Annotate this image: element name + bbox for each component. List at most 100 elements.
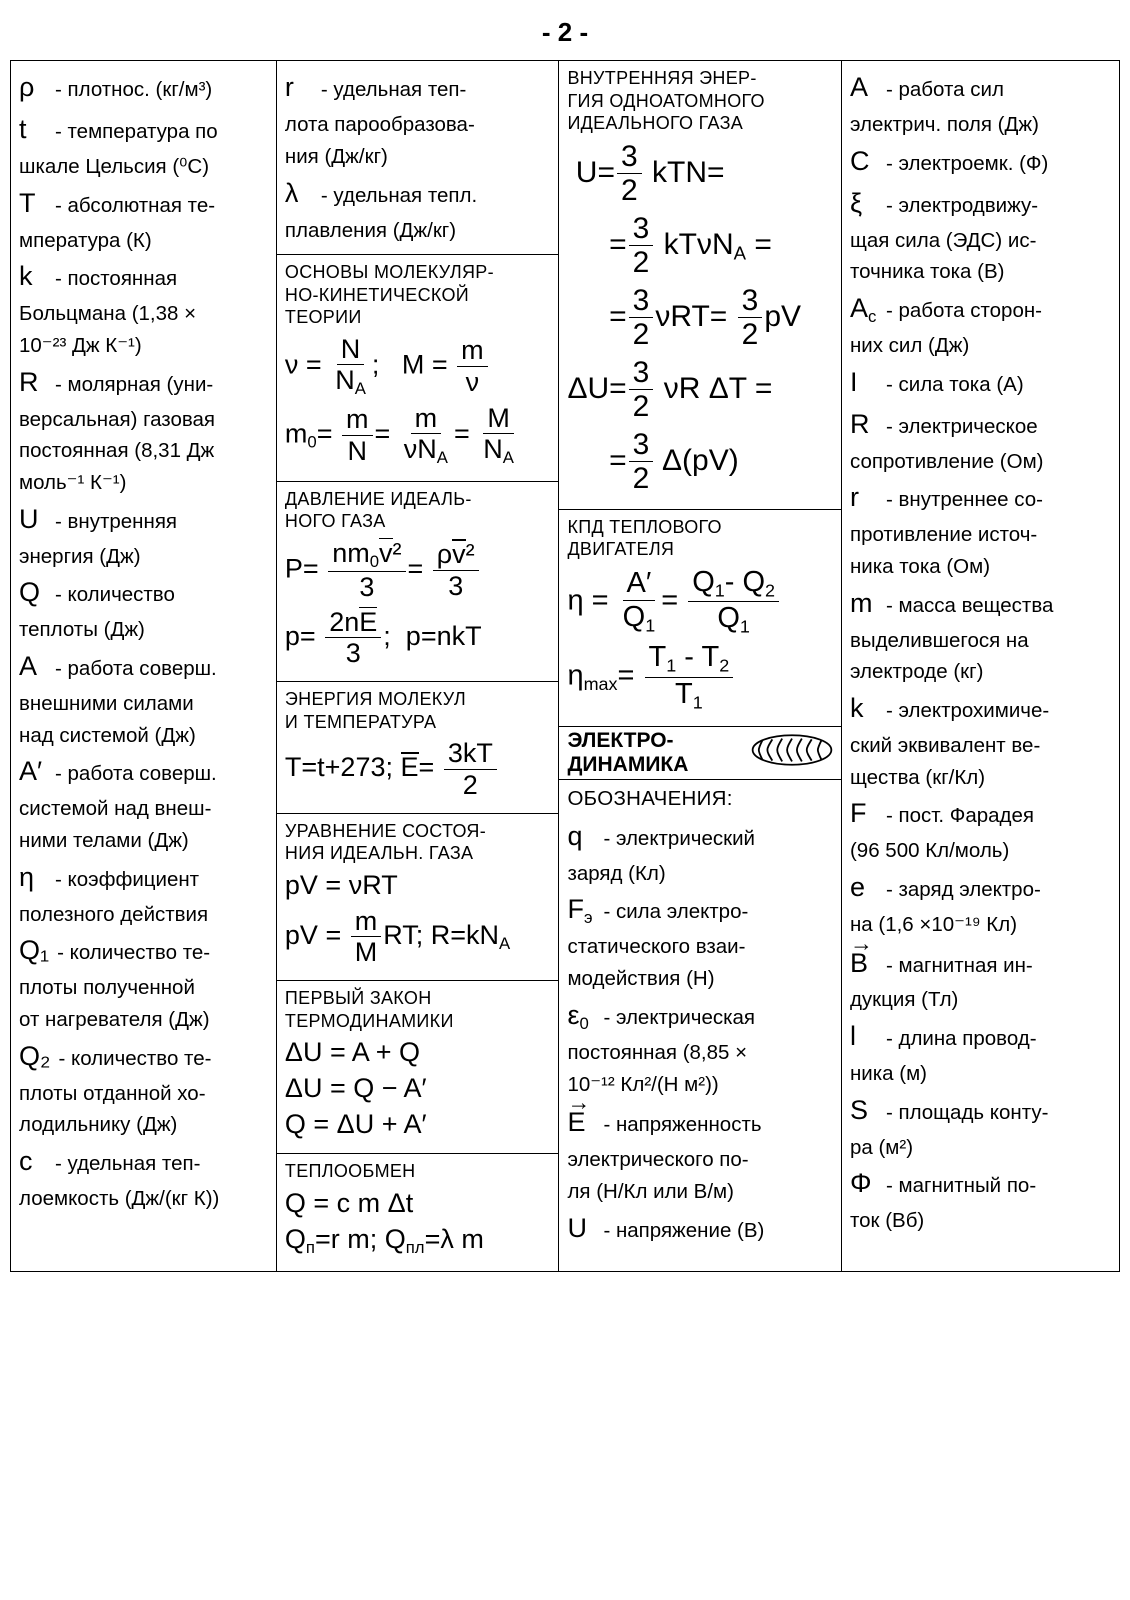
sym-c: c: [19, 1141, 47, 1183]
cont: дукция (Тл): [850, 984, 1111, 1016]
cont: заряд (Кл): [567, 858, 833, 890]
desc: - количество: [55, 579, 175, 611]
state-header: УРАВНЕНИЕ СОСТОЯ- НИЯ ИДЕАЛЬН. ГАЗА: [285, 820, 551, 865]
sym-Q: Q: [19, 572, 47, 614]
desc: - электрическая: [603, 1002, 755, 1034]
notations-header: ОБОЗНАЧЕНИЯ:: [567, 786, 833, 812]
col3-electrodynamics: ЭЛЕКТРО- ДИНАМИКА ОБОЗНАЧЕНИЯ: q- элект: [559, 727, 841, 1271]
formula-law3: Q = ΔU + A′: [285, 1110, 551, 1140]
cont: лота парообразова-: [285, 109, 551, 141]
cont: выделившегося на: [850, 625, 1111, 657]
sym-Ac: Aс: [850, 288, 878, 330]
formula-heat2: Qп=r m; Qпл=λ m: [285, 1225, 551, 1257]
sym-m: m: [850, 583, 878, 625]
cont: ника тока (Ом): [850, 551, 1111, 583]
col3-inner-energy: ВНУТРЕННЯЯ ЭНЕР- ГИЯ ОДНОАТОМНОГО ИДЕАЛЬ…: [559, 61, 841, 510]
formula-dU1: ΔU=32 νR ΔT =: [567, 357, 833, 423]
formula-p-small: p= 2nE3; p=nkT: [285, 608, 551, 668]
sym-U: U: [19, 499, 47, 541]
cont: них сил (Дж): [850, 330, 1111, 362]
formula-law2: ΔU = Q − A′: [285, 1074, 551, 1104]
formula-eta1: η = A′Q1= Q1- Q2Q1: [567, 567, 833, 637]
desc: - длина провод-: [886, 1023, 1037, 1055]
desc: - напряженность: [603, 1109, 761, 1141]
desc: - молярная (уни-: [55, 369, 213, 401]
formula-U-line3: =32νRT= 32pV: [567, 285, 833, 351]
cont: шкале Цельсия (⁰C): [19, 151, 268, 183]
col4-definitions: A- работа сил электрич. поля (Дж) C- эле…: [842, 61, 1119, 1271]
desc: - постоянная: [55, 263, 177, 295]
formula-heat1: Q = c m Δt: [285, 1189, 551, 1219]
desc: - сила электро-: [603, 896, 748, 928]
cont: версальная) газовая: [19, 404, 268, 436]
cont: энергия (Дж): [19, 541, 268, 573]
cont: статического взаи-: [567, 931, 833, 963]
desc: - пост. Фарадея: [886, 800, 1034, 832]
desc: - работа соверш.: [55, 758, 217, 790]
desc: - электрический: [603, 823, 755, 855]
reference-grid: ρ- плотнос. (кг/м³) t- температура по шк…: [10, 60, 1120, 1272]
cont: плоты отданной хо-: [19, 1078, 268, 1110]
desc: - удельная тепл.: [321, 180, 477, 212]
col2-heat: ТЕПЛООБМЕН Q = c m Δt Qп=r m; Qпл=λ m: [277, 1154, 559, 1271]
formula-U-main: U=32 kTN=: [567, 141, 833, 207]
cont: электрического по-: [567, 1144, 833, 1176]
cont: мпература (К): [19, 225, 268, 257]
sym-I: I: [850, 362, 878, 404]
formula-U-line2: =32 kTνNA =: [567, 213, 833, 279]
formula-state2: pV = mMRT; R=kNA: [285, 907, 551, 967]
col2-r-lambda: r- удельная теп- лота парообразова- ния …: [277, 61, 559, 255]
desc: - сила тока (А): [886, 369, 1024, 401]
formula-eta2: ηmax= T1 - T2T1: [567, 642, 833, 712]
sym-k: k: [19, 256, 47, 298]
cont: 10⁻¹² Кл²/(Н м²)): [567, 1069, 833, 1101]
desc: - магнитная ин-: [886, 950, 1033, 982]
formula-state1: pV = νRT: [285, 871, 551, 901]
formula-dU2: =32 Δ(pV): [567, 429, 833, 495]
sym-rho: ρ: [19, 67, 47, 109]
desc: - площадь конту-: [886, 1097, 1048, 1129]
desc: - удельная теп-: [321, 74, 466, 106]
cont: ра (м²): [850, 1132, 1111, 1164]
cont: от нагревателя (Дж): [19, 1004, 268, 1036]
cont: теплоты (Дж): [19, 614, 268, 646]
sym-lambda: λ: [285, 173, 313, 215]
energy-header: ЭНЕРГИЯ МОЛЕКУЛ И ТЕМПЕРАТУРА: [285, 688, 551, 733]
desc: - коэффициент: [55, 864, 199, 896]
column-2: r- удельная теп- лота парообразова- ния …: [277, 61, 560, 1271]
desc: - электроемк. (Ф): [886, 148, 1048, 180]
cont: точника тока (В): [850, 256, 1111, 288]
coil-icon: [751, 731, 833, 775]
cont: электрич. поля (Дж): [850, 109, 1111, 141]
desc: - электрическое: [886, 411, 1038, 443]
formula-nu-M: ν = NNA; M = mν: [285, 335, 551, 398]
cont: над системой (Дж): [19, 720, 268, 752]
cont: ток (Вб): [850, 1205, 1111, 1237]
cont: ля (Н/Кл или В/м): [567, 1176, 833, 1208]
inner-energy-header: ВНУТРЕННЯЯ ЭНЕР- ГИЯ ОДНОАТОМНОГО ИДЕАЛЬ…: [567, 67, 833, 135]
formula-law1: ΔU = A + Q: [285, 1038, 551, 1068]
cont: ними телами (Дж): [19, 825, 268, 857]
sym-l: l: [850, 1016, 878, 1058]
desc: - внутренняя: [55, 506, 177, 538]
sym-A4: A: [850, 67, 878, 109]
band-label: ЭЛЕКТРО- ДИНАМИКА: [567, 729, 688, 777]
column-4: A- работа сил электрич. поля (Дж) C- эле…: [842, 61, 1119, 1271]
cont: ский эквивалент ве-: [850, 730, 1111, 762]
desc: - электродвижу-: [886, 190, 1038, 222]
sym-q: q: [567, 816, 595, 858]
cont: 10⁻²³ Дж К⁻¹): [19, 330, 268, 362]
column-1: ρ- плотнос. (кг/м³) t- температура по шк…: [11, 61, 277, 1271]
col2-mkt: ОСНОВЫ МОЛЕКУЛЯР- НО-КИНЕТИЧЕСКОЙ ТЕОРИИ…: [277, 255, 559, 481]
mkt-header: ОСНОВЫ МОЛЕКУЛЯР- НО-КИНЕТИЧЕСКОЙ ТЕОРИИ: [285, 261, 551, 329]
cont: ника (м): [850, 1058, 1111, 1090]
cont: ния (Дж/кг): [285, 141, 551, 173]
desc: - абсолютная те-: [55, 190, 215, 222]
sym-Phi: Φ: [850, 1163, 878, 1205]
sym-T: T: [19, 183, 47, 225]
cont: моль⁻¹ К⁻¹): [19, 467, 268, 499]
sym-B: B: [850, 941, 878, 985]
desc: - внутреннее со-: [886, 484, 1043, 516]
column-3: ВНУТРЕННЯЯ ЭНЕР- ГИЯ ОДНОАТОМНОГО ИДЕАЛЬ…: [559, 61, 842, 1271]
col2-state: УРАВНЕНИЕ СОСТОЯ- НИЯ ИДЕАЛЬН. ГАЗА pV =…: [277, 814, 559, 981]
